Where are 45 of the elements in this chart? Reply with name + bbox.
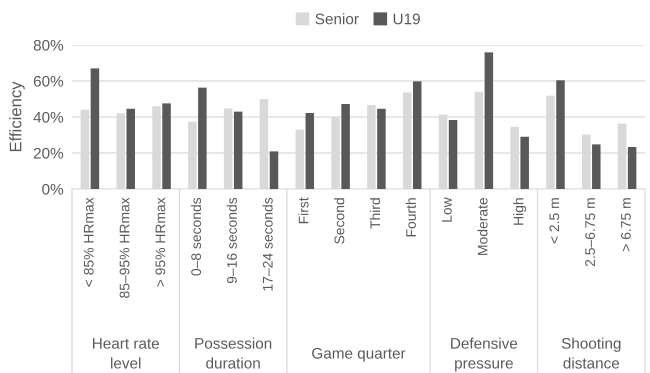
bar xyxy=(198,88,207,189)
legend-label: Senior xyxy=(315,13,359,24)
x-tick-label: 9–16 seconds xyxy=(226,198,237,284)
x-tick-label: > 95% HRmax xyxy=(155,197,166,287)
x-tick-label: Fourth xyxy=(406,198,416,236)
x-tick-label: 0–8 seconds xyxy=(190,198,202,276)
legend-label: U19 xyxy=(394,14,420,24)
y-tick-label: 60% xyxy=(34,76,64,87)
y-tick-label: 80% xyxy=(34,40,64,51)
text: Heart rate level xyxy=(93,338,160,369)
x-tick-label: Second xyxy=(334,198,344,244)
bar xyxy=(556,80,565,189)
x-tick-label: Moderate xyxy=(477,198,488,255)
x-tick-label: 17–24 seconds xyxy=(262,198,273,290)
text: Possession duration xyxy=(195,338,272,369)
x-tick-label: > 6.75 m xyxy=(620,198,631,252)
text: Game quarter xyxy=(312,348,406,362)
y-tick-label: 20% xyxy=(34,148,64,159)
x-tick-label: < 85% HRmax xyxy=(84,197,94,287)
y-tick-label: 0% xyxy=(42,184,64,195)
bar xyxy=(628,147,636,189)
bar xyxy=(306,113,314,189)
x-tick-label: High xyxy=(513,198,526,225)
y-tick-label: 40% xyxy=(33,112,64,123)
x-tick-label: 2.5–6.75 m xyxy=(585,198,596,266)
x-tick-label: < 2.5 m xyxy=(549,198,560,244)
bar xyxy=(90,68,100,189)
bar xyxy=(126,108,135,189)
bar xyxy=(592,144,601,189)
text: Defensive pressure xyxy=(451,338,518,372)
bar xyxy=(341,104,350,189)
bar xyxy=(448,120,458,189)
x-tick-label: 85–95% HRmax xyxy=(120,197,130,298)
bar xyxy=(234,112,242,189)
x-tick-label: Low xyxy=(442,197,452,222)
y-axis-title: Efficiency xyxy=(9,82,25,152)
bar xyxy=(270,151,278,189)
text: Shooting distance xyxy=(562,338,620,369)
bar xyxy=(412,81,422,189)
bar xyxy=(520,136,529,189)
bar xyxy=(484,52,494,189)
bar xyxy=(162,103,171,189)
bar xyxy=(377,108,386,189)
x-tick-label: First xyxy=(298,197,309,224)
x-tick-label: Third xyxy=(370,198,380,229)
